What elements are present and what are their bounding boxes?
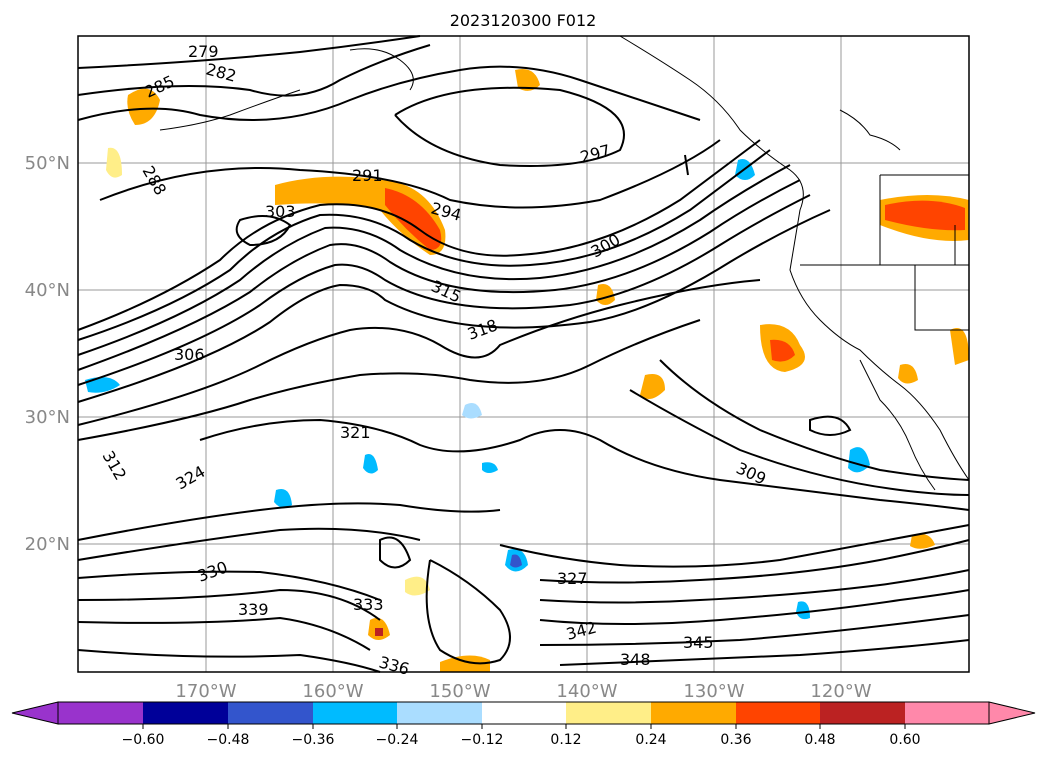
colorbar-tick-labels: −0.60 −0.48 −0.36 −0.24 −0.12 0.12 0.24 0.36 0.4… [122, 724, 921, 748]
colorbar-tick-label: −0.48 [207, 732, 250, 748]
colorbar-segment [482, 702, 566, 724]
colorbar-segment [143, 702, 228, 724]
colorbar-segment [736, 702, 820, 724]
longitude-labels: 170°W 160°W 150°W 140°W 130°W 120°W [175, 681, 871, 702]
colorbar-tick-label: 0.48 [804, 732, 835, 748]
map-plot-area: 279 282 285 288 291 294 297 300 303 306 … [77, 35, 970, 679]
coastline [159, 35, 970, 491]
lon-label: 140°W [556, 681, 617, 702]
colorbar-tick-label: 0.36 [720, 732, 751, 748]
map-frame [77, 35, 970, 673]
colorbar-tick-label: −0.24 [376, 732, 419, 748]
colorbar-tick-label: 0.24 [635, 732, 666, 748]
lat-label: 20°N [25, 534, 70, 555]
contour-label: 345 [683, 633, 714, 652]
colorbar-right-extend [988, 701, 1036, 725]
lat-label: 40°N [25, 280, 70, 301]
colorbar-tick-label: 0.60 [889, 732, 920, 748]
colorbar-tick-label: −0.36 [292, 732, 335, 748]
contour-label: 291 [352, 166, 383, 185]
lon-label: 170°W [175, 681, 236, 702]
colorbar-segment [905, 702, 989, 724]
colorbar-segment [820, 702, 905, 724]
contour-lines [77, 35, 970, 673]
map-title: 2023120300 F012 [450, 11, 597, 30]
lat-label: 30°N [25, 407, 70, 428]
colorbar-segment [397, 702, 482, 724]
colorbar: −0.60 −0.48 −0.36 −0.24 −0.12 0.12 0.24 0.36 0.4… [11, 701, 1036, 748]
contour-label: 306 [174, 345, 205, 364]
colorbar-segment [566, 702, 651, 724]
latitude-labels: 50°N 40°N 30°N 20°N [25, 153, 70, 555]
colorbar-left-extend [11, 701, 59, 725]
colorbar-segments [57, 701, 990, 725]
colorbar-segment [228, 702, 313, 724]
lon-label: 160°W [302, 681, 363, 702]
colorbar-tick-label: 0.12 [550, 732, 581, 748]
anomaly-shading [85, 69, 969, 672]
colorbar-tick-label: −0.60 [122, 732, 165, 748]
contour-label: 327 [557, 569, 588, 588]
contour-label: 279 [188, 42, 219, 61]
contour-label: 321 [340, 423, 371, 442]
colorbar-segment [313, 702, 397, 724]
lon-label: 150°W [429, 681, 490, 702]
contour-label: 339 [238, 600, 269, 619]
lat-label: 50°N [25, 153, 70, 174]
colorbar-segment [58, 702, 143, 724]
lon-label: 120°W [810, 681, 871, 702]
contour-label: 303 [265, 202, 296, 221]
colorbar-segment [651, 702, 736, 724]
contour-label: 333 [353, 595, 384, 614]
lon-label: 130°W [683, 681, 744, 702]
contour-label: 348 [620, 650, 651, 669]
colorbar-tick-label: −0.12 [461, 732, 504, 748]
